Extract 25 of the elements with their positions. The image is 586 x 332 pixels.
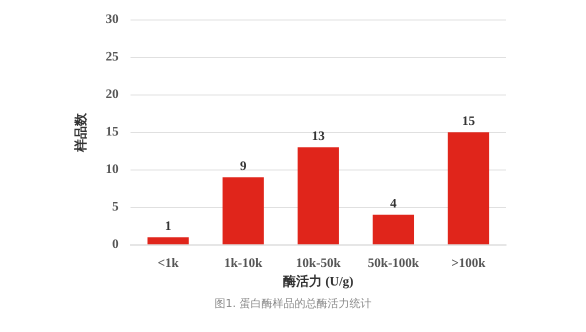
bar [222, 177, 264, 244]
x-tick-label: 10k-50k [296, 254, 342, 270]
data-label: 15 [462, 113, 476, 128]
x-axis-title: 酶活力 (U/g) [283, 274, 354, 289]
data-label: 4 [390, 196, 398, 211]
y-axis-title: 样品数 [74, 112, 90, 153]
caption: 图1. 蛋白酶样品的总酶活力统计 [214, 296, 372, 311]
y-tick-label: 0 [112, 236, 119, 252]
y-tick-label: 15 [106, 124, 120, 139]
y-tick-label: 20 [106, 86, 119, 102]
y-tick-label: 30 [106, 11, 119, 26]
bar [298, 147, 339, 244]
bar [448, 132, 490, 244]
data-label: 9 [240, 158, 247, 174]
x-tick-label: >100k [451, 254, 486, 270]
x-tick-label: 1k-10k [224, 254, 264, 270]
data-label: 13 [312, 128, 326, 144]
x-tick-label: 50k-100k [368, 254, 420, 270]
y-tick-label: 5 [112, 198, 120, 214]
y-tick-label: 25 [106, 48, 120, 64]
bar [372, 214, 414, 244]
y-tick-label: 10 [106, 161, 119, 176]
x-tick-label: <1k [158, 254, 180, 270]
bar [147, 237, 189, 244]
data-label: 1 [164, 218, 172, 234]
